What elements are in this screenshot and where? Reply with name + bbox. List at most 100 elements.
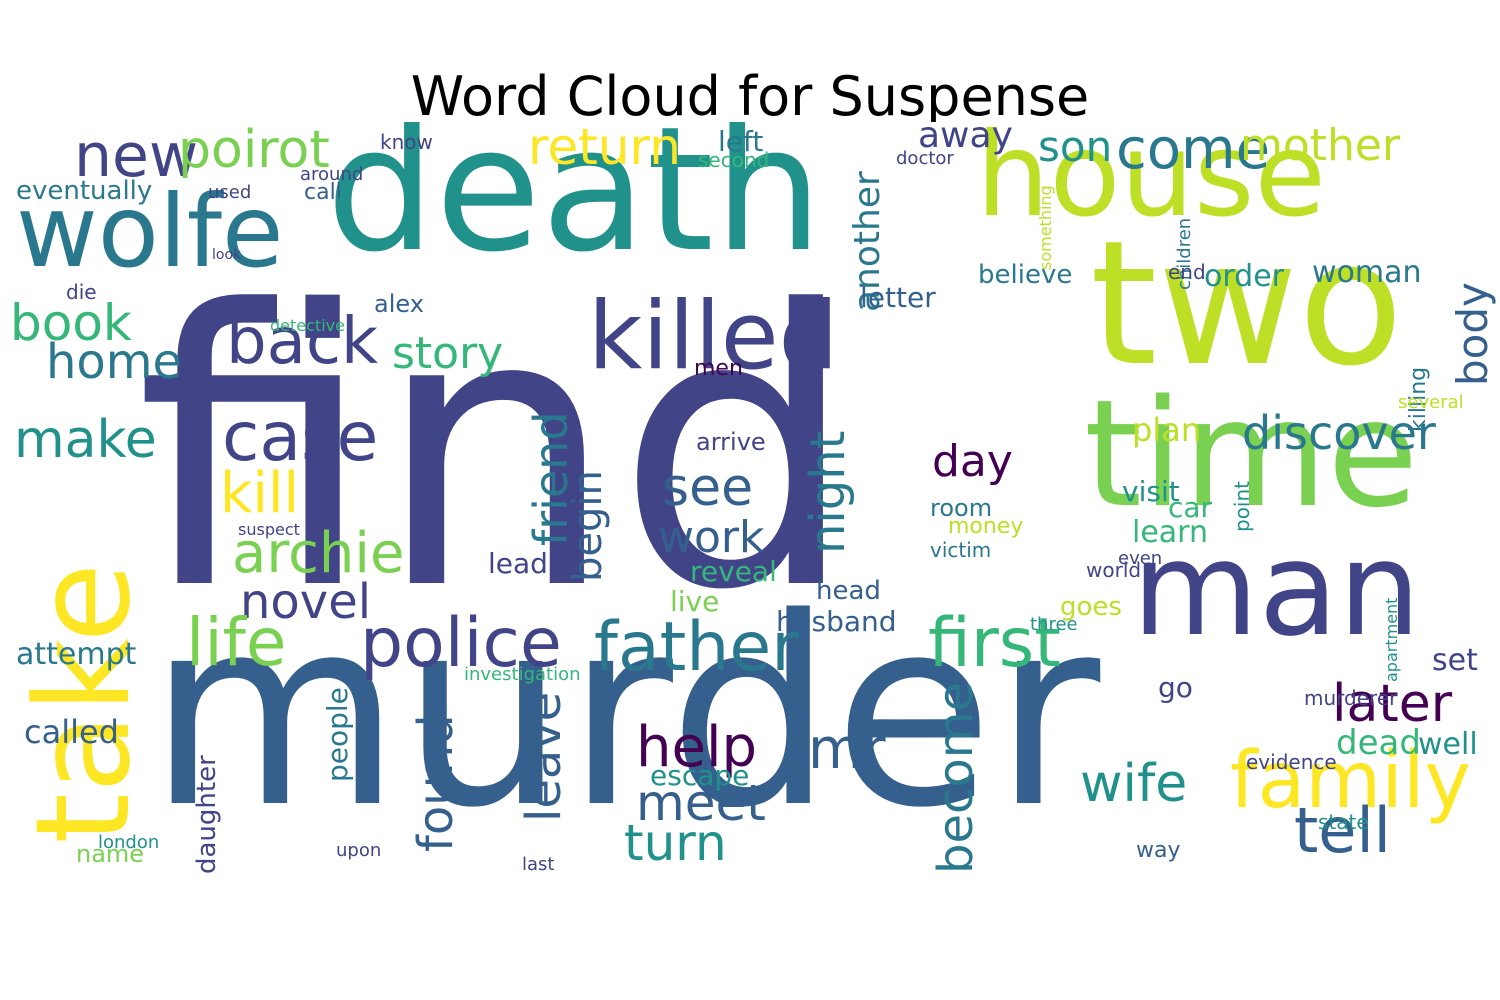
word-investigation: investigation [464,664,581,685]
word-work: work [658,512,765,563]
word-called: called [24,713,119,751]
word-name: name [76,840,145,868]
word-mother: mother [1240,122,1401,171]
word-upon: upon [336,840,382,861]
word-end: end [1168,260,1206,284]
word-lead: lead [488,547,548,580]
word-second: second [698,148,770,172]
word-life: life [186,604,287,681]
word-something: something [1036,185,1055,270]
word-doctor: doctor [896,148,954,169]
word-wife: wife [1080,754,1188,814]
word-tell: tell [1294,794,1391,867]
word-death: death [326,122,823,290]
word-father: father [594,608,800,687]
word-around: around [300,164,364,185]
word-go: go [1158,671,1193,704]
word-people: people [321,687,354,782]
word-reveal: reveal [690,555,777,588]
word-son: son [1038,122,1113,171]
word-see: see [662,458,754,518]
word-leave: leave [516,691,572,822]
word-men: men [694,356,743,381]
word-take: take [8,562,159,844]
word-victim: victim [930,538,992,562]
word-meet: meet [636,774,766,832]
word-state: state [1318,810,1369,834]
word-way: way [1136,838,1181,863]
word-live: live [670,585,720,618]
word-know: know [380,130,433,154]
word-away: away [918,122,1013,156]
word-return: return [528,122,681,176]
word-die: die [66,280,97,304]
word-set: set [1432,643,1478,678]
word-well: well [1418,727,1478,762]
word-apartment: apartment [1382,597,1401,682]
word-daughter: daughter [192,755,222,874]
word-body: body [1448,282,1497,386]
word-book: book [10,294,132,352]
word-house: house [976,122,1326,243]
word-novel: novel [240,574,372,630]
word-head: head [816,576,881,606]
word-world: world [1086,558,1142,582]
word-discover: discover [1242,406,1436,460]
word-killed: killed [588,282,839,391]
word-archie: archie [232,521,405,586]
word-case: case [222,398,379,477]
word-family: family [1230,736,1471,826]
word-turn: turn [624,814,727,872]
word-police: police [360,604,562,683]
word-three: three [1030,614,1078,635]
word-letter: letter [860,281,936,314]
word-car: car [1168,491,1213,524]
word-believe: believe [978,260,1073,290]
word-come: come [1116,122,1271,182]
word-last: last [522,854,555,875]
word-several: several [1398,392,1464,413]
word-mr: mr [808,717,886,782]
word-plan: plan [1132,411,1202,449]
word-kill: kill [220,461,300,526]
word-london: london [98,832,160,853]
word-home: home [46,334,183,390]
word-become: become [928,681,984,874]
word-time: time [1084,368,1419,540]
word-left: left [718,125,764,158]
word-make: make [14,410,157,470]
word-room: room [930,494,993,522]
word-found: found [408,714,464,852]
word-learn: learn [1132,515,1208,550]
word-even: even [1118,548,1163,569]
word-new: new [74,122,199,191]
word-arrive: arrive [696,428,766,456]
word-money: money [948,514,1024,539]
word-night: night [800,430,856,554]
word-alex: alex [374,290,424,318]
word-husband: husband [776,605,897,638]
word-goes: goes [1060,592,1122,622]
word-eventually: eventually [16,176,153,206]
word-suspect: suspect [238,520,300,539]
word-look: look [212,247,242,263]
word-first: first [928,604,1061,683]
word-dead: dead [1336,723,1421,763]
word-visit: visit [1122,475,1180,508]
word-attempt: attempt [16,637,137,672]
word-begin: begin [565,470,611,582]
word-cloud: find murder death house two time take ma… [8,122,1498,876]
word-evidence: evidence [1246,750,1337,774]
word-story: story [392,328,504,379]
word-two: two [1090,203,1404,404]
word-back: back [226,305,379,379]
word-call: call [304,180,342,205]
word-day: day [932,436,1013,487]
word-wolfe: wolfe [16,173,284,290]
word-detective: detective [270,316,345,335]
word-murderer: murderer [1304,686,1398,710]
word-later: later [1332,674,1453,734]
word-help: help [636,715,758,780]
word-poirot: poirot [178,122,330,180]
word-order: order [1204,259,1284,294]
